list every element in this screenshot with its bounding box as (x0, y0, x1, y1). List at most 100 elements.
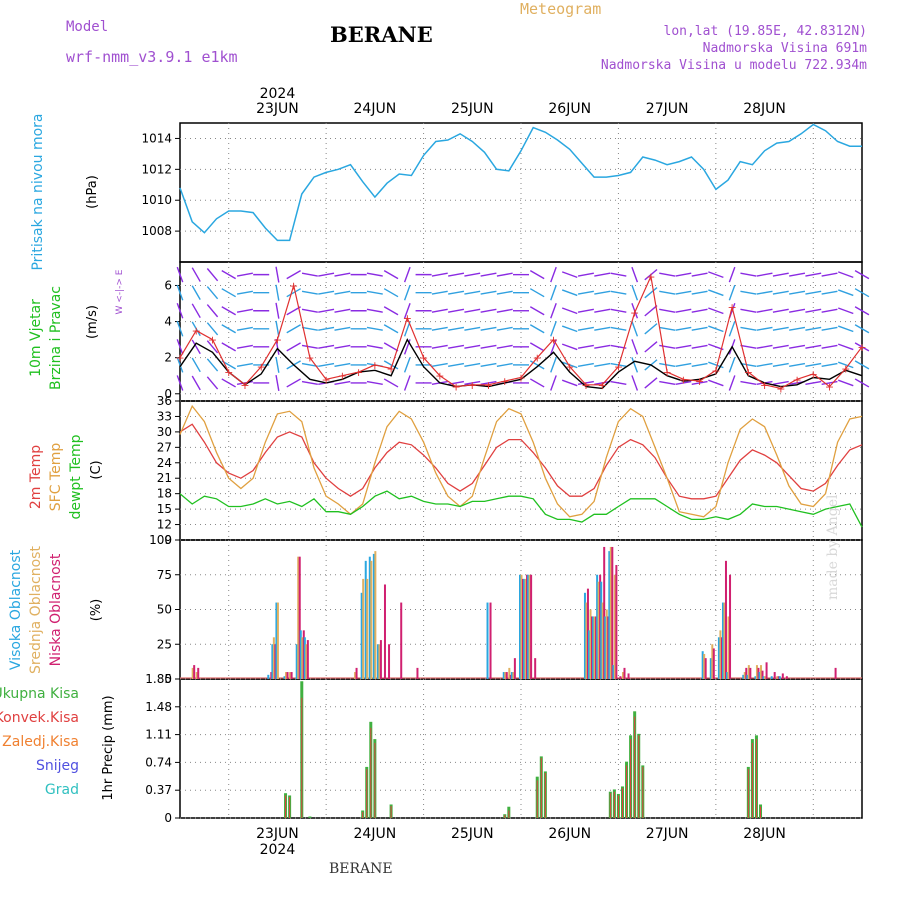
mid-cloud-bar (764, 676, 767, 679)
mid-cloud-bar (508, 667, 511, 679)
wind-arrow (561, 379, 578, 387)
wind-arrow (383, 306, 399, 316)
y-tick-label: 1014 (141, 131, 172, 145)
mid-cloud-bar (613, 574, 616, 679)
wind-arrow (318, 272, 335, 277)
gust-marker: + (338, 370, 347, 383)
wind-arrow (577, 308, 594, 313)
wind-arrow (448, 362, 465, 367)
wind-arrow (431, 308, 448, 313)
wind-arrow (675, 308, 692, 313)
wind-arrow (318, 290, 335, 295)
mid-cloud-bar (305, 644, 308, 679)
wind-arrow (236, 344, 253, 349)
wind-arrow (740, 290, 757, 295)
wind-arrow (610, 272, 627, 277)
wind-arrow (610, 290, 627, 295)
altitude-text: Nadmorska Visina 691m (702, 41, 867, 56)
y-tick-label: 27 (157, 440, 172, 454)
low-cloud-bar (781, 673, 784, 679)
low-cloud-bar (302, 630, 305, 679)
wind-arrow (659, 380, 676, 386)
gust-marker: + (224, 366, 233, 379)
wind-arrow (675, 290, 692, 295)
gust-marker: + (386, 363, 395, 376)
wind-arrow (301, 308, 318, 313)
wind-arrow (805, 380, 822, 386)
top-day-label: 25JUN (451, 101, 494, 117)
low-cloud-bar (522, 578, 524, 679)
wind-arrow (464, 344, 481, 349)
high-cloud-bar (600, 581, 603, 679)
low-cloud-bar (724, 560, 727, 679)
wind-arrow (334, 272, 351, 277)
gust-marker: + (549, 334, 558, 347)
wind-arrow (594, 326, 611, 331)
wind-arrow (675, 362, 692, 367)
bottom-year-label: 2024 (260, 842, 296, 858)
wind-arrow (772, 272, 789, 277)
gust-marker: + (776, 382, 785, 395)
gust-marker: + (516, 372, 525, 385)
y-tick-label: 0 (164, 387, 172, 401)
wind-arrow (366, 290, 383, 295)
wind-arrow (561, 343, 578, 351)
wind-arrow (366, 308, 383, 313)
high-cloud-bar (299, 630, 302, 679)
mid-cloud-bar (621, 672, 624, 679)
mid-cloud-bar (520, 574, 523, 679)
mid-cloud-bar (528, 574, 531, 679)
footer-station: BERANE (329, 861, 393, 877)
precip-conv-bar (617, 795, 619, 818)
wind-arrow (772, 362, 789, 367)
wind-arrow (286, 378, 301, 388)
wind-arrow (838, 343, 854, 351)
wind-arrow (805, 362, 822, 367)
high-cloud-bar (742, 674, 745, 679)
model-label: Model (66, 19, 109, 35)
wind-arrow (659, 344, 676, 349)
high-cloud-bar (721, 602, 724, 679)
wind-arrow (854, 270, 870, 280)
mid-cloud-bar (504, 672, 507, 679)
wind-arrow (675, 380, 692, 386)
gust-marker: + (663, 366, 672, 379)
wind-arrow (480, 308, 497, 313)
gust-marker: + (695, 375, 704, 388)
mid-cloud-bar (743, 672, 746, 679)
low-cloud-bar (526, 574, 529, 679)
wind-arrow (529, 360, 545, 370)
precip-conv-bar (630, 739, 632, 818)
pressure-line (179, 123, 862, 242)
low-cloud-bar (286, 672, 289, 679)
wind-arrow (691, 362, 708, 367)
wind-arrow (301, 326, 318, 331)
high-cloud-bar (364, 560, 367, 679)
low-cloud-bar (416, 667, 419, 679)
mid-cloud-bar (703, 653, 706, 679)
precip-conv-bar (621, 787, 623, 818)
wind-arrow (659, 290, 676, 295)
low-cloud-bar (627, 673, 630, 679)
wind-arrow (496, 308, 513, 313)
wind-arrow (805, 344, 822, 349)
wind-arrow (821, 308, 838, 313)
high-cloud-bar (283, 676, 286, 679)
gust-marker: + (841, 363, 850, 376)
wind-arrow (448, 290, 465, 295)
wind-arrow (756, 326, 773, 331)
wind-arrow (431, 326, 448, 331)
high-cloud-bar (502, 672, 505, 679)
wind-arrow (644, 268, 658, 281)
low-cloud-bar (530, 574, 533, 679)
wind-arrow (191, 267, 201, 282)
wind-arrow (464, 326, 481, 331)
wind-arrow (191, 375, 201, 391)
wind-arrow (821, 290, 838, 295)
wind-arrow (236, 272, 253, 277)
wind-arrow (644, 377, 658, 389)
wind-arrow (480, 290, 497, 295)
top-day-label: 27JUN (646, 101, 689, 117)
low-cloud-bar (388, 644, 391, 679)
pressure-unit: (hPa) (85, 175, 100, 209)
